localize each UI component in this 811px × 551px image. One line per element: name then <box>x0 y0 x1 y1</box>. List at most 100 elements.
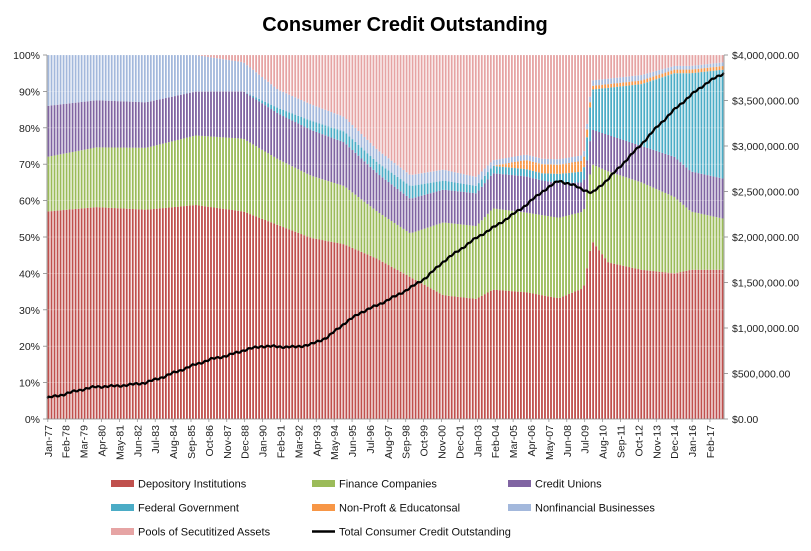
bar-finance-companies <box>164 142 167 208</box>
bar-nonfinancial-businesses <box>68 55 71 104</box>
bar-pools-of-secutitized-assets <box>655 55 658 71</box>
bar-nonfinancial-businesses <box>507 157 510 163</box>
bar-depository-institutions <box>589 250 592 419</box>
bar-nonfinancial-businesses <box>189 55 191 93</box>
bar-depository-institutions <box>228 209 230 419</box>
bar-finance-companies <box>423 228 426 285</box>
bar-nonfinancial-businesses <box>71 55 74 104</box>
bar-nonfinancial-businesses <box>59 55 62 105</box>
bar-depository-institutions <box>535 294 537 419</box>
bar-depository-institutions <box>495 289 498 419</box>
bar-credit-unions <box>529 177 531 214</box>
bar-finance-companies <box>170 141 173 208</box>
legend-label-depository-institutions: Depository Institutions <box>138 479 247 491</box>
bar-finance-companies <box>303 172 306 236</box>
bar-depository-institutions <box>438 293 441 419</box>
bar-non-proft-educatonsal <box>622 82 625 87</box>
x-tick-label: Oct-99 <box>419 425 431 457</box>
bar-depository-institutions <box>622 265 625 419</box>
bar-depository-institutions <box>423 284 426 419</box>
bar-pools-of-secutitized-assets <box>504 55 507 159</box>
bar-credit-unions <box>438 190 441 224</box>
bar-non-proft-educatonsal <box>688 69 691 74</box>
bar-non-proft-educatonsal <box>682 69 685 74</box>
bar-depository-institutions <box>520 291 522 419</box>
bar-credit-unions <box>198 91 200 136</box>
bar-depository-institutions <box>318 239 321 419</box>
bar-nonfinancial-businesses <box>50 55 53 106</box>
bar-depository-institutions <box>357 250 360 419</box>
bar-credit-unions <box>592 130 595 165</box>
bar-nonfinancial-businesses <box>164 55 167 99</box>
bar-depository-institutions <box>285 228 288 419</box>
bar-finance-companies <box>342 185 345 245</box>
bar-pools-of-secutitized-assets <box>303 55 306 102</box>
legend-label-nonfinancial-businesses: Nonfinancial Businesses <box>535 503 655 515</box>
bar-nonfinancial-businesses <box>498 159 501 165</box>
bar-nonfinancial-businesses <box>577 156 579 162</box>
bar-finance-companies <box>312 176 315 239</box>
bar-finance-companies <box>167 142 170 208</box>
bar-nonfinancial-businesses <box>438 170 441 182</box>
bar-depository-institutions <box>679 272 682 419</box>
bar-credit-unions <box>309 129 312 176</box>
bar-nonfinancial-businesses <box>128 55 131 102</box>
bar-finance-companies <box>213 136 215 208</box>
bar-pools-of-secutitized-assets <box>520 55 522 156</box>
bar-federal-government <box>252 96 255 98</box>
bar-credit-unions <box>526 176 528 213</box>
bar-finance-companies <box>574 213 576 292</box>
bar-non-proft-educatonsal <box>691 69 694 74</box>
bar-pools-of-secutitized-assets <box>571 55 573 158</box>
bar-depository-institutions <box>306 236 309 419</box>
bar-depository-institutions <box>219 208 221 419</box>
bar-credit-unions <box>53 105 56 156</box>
bar-finance-companies <box>535 214 537 295</box>
x-tick-label: Nov-13 <box>651 425 663 459</box>
bar-depository-institutions <box>414 279 417 419</box>
bar-credit-unions <box>703 174 706 215</box>
bar-nonfinancial-businesses <box>228 60 230 92</box>
x-tick-label: Sep-98 <box>401 425 413 459</box>
bar-federal-government <box>532 170 534 179</box>
bar-pools-of-secutitized-assets <box>378 55 381 152</box>
bar-pools-of-secutitized-assets <box>387 55 390 159</box>
bar-credit-unions <box>477 190 480 224</box>
bar-federal-government <box>568 172 570 183</box>
bar-non-proft-educatonsal <box>526 160 528 170</box>
bar-nonfinancial-businesses <box>222 59 224 92</box>
bar-credit-unions <box>68 103 71 153</box>
x-tick-label: Dec-88 <box>240 425 252 459</box>
y-right-tick-label: $500,000.00 <box>732 369 791 381</box>
bar-nonfinancial-businesses <box>342 116 345 132</box>
bar-depository-institutions <box>607 262 610 419</box>
bar-finance-companies <box>297 169 300 233</box>
bar-federal-government <box>646 82 649 148</box>
bar-credit-unions <box>372 169 375 209</box>
bar-finance-companies <box>673 196 676 274</box>
bar-credit-unions <box>610 135 613 173</box>
bar-credit-unions <box>495 173 498 209</box>
bar-finance-companies <box>495 208 498 290</box>
bar-nonfinancial-businesses <box>640 75 643 81</box>
bar-depository-institutions <box>369 255 372 419</box>
bar-pools-of-secutitized-assets <box>498 55 501 160</box>
bar-depository-institutions <box>294 231 297 419</box>
bar-nonfinancial-businesses <box>513 156 516 162</box>
bar-finance-companies <box>459 224 462 298</box>
bar-credit-unions <box>74 102 77 152</box>
bar-depository-institutions <box>210 207 212 419</box>
bar-federal-government <box>426 183 429 194</box>
bar-credit-unions <box>101 100 104 148</box>
bar-finance-companies <box>198 135 200 206</box>
bar-finance-companies <box>95 147 98 208</box>
bar-credit-unions <box>107 100 110 148</box>
bar-pools-of-secutitized-assets <box>207 55 209 57</box>
bar-credit-unions <box>664 153 667 193</box>
bar-depository-institutions <box>387 265 390 419</box>
bar-nonfinancial-businesses <box>634 75 637 82</box>
bar-pools-of-secutitized-assets <box>577 55 579 157</box>
bar-nonfinancial-businesses <box>655 70 658 76</box>
bar-pools-of-secutitized-assets <box>351 55 354 125</box>
bar-nonfinancial-businesses <box>453 172 456 183</box>
